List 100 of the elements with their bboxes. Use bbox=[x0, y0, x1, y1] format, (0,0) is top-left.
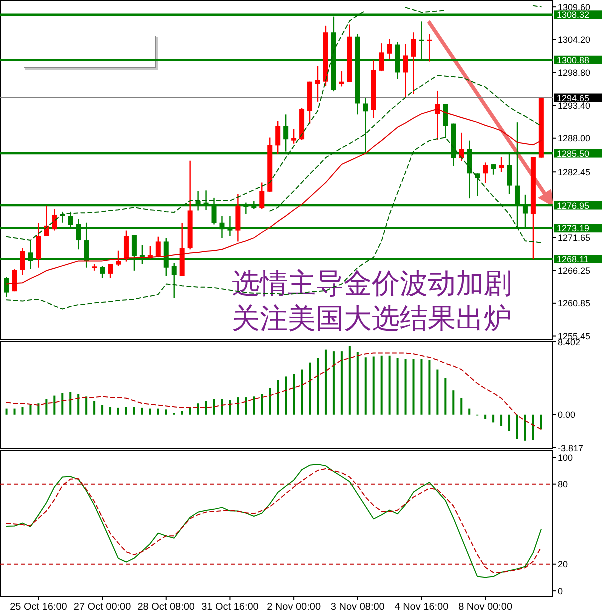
bar bbox=[22, 407, 24, 415]
bar bbox=[46, 399, 48, 415]
y-tick-label: 100 bbox=[558, 452, 574, 463]
bar bbox=[94, 401, 96, 415]
candlestick bbox=[12, 268, 18, 292]
x-tick-label: 28 Oct 08:00 bbox=[138, 602, 196, 613]
candlestick bbox=[156, 236, 161, 258]
bar bbox=[62, 393, 64, 415]
ref-line-label: 1308.32 bbox=[557, 10, 590, 20]
y-tick-label: 1271.65 bbox=[558, 233, 591, 244]
bar bbox=[309, 362, 312, 415]
bar bbox=[460, 398, 463, 415]
candlestick bbox=[20, 248, 26, 276]
bar bbox=[38, 404, 40, 415]
bar bbox=[157, 408, 160, 415]
bar bbox=[532, 414, 534, 440]
bar bbox=[30, 405, 32, 415]
y-tick-label: 1282.45 bbox=[558, 167, 591, 178]
bar bbox=[484, 414, 487, 420]
bar bbox=[141, 408, 144, 415]
candlestick bbox=[108, 264, 114, 279]
bar bbox=[428, 360, 431, 415]
bar bbox=[197, 404, 200, 415]
bar bbox=[189, 408, 192, 415]
y-tick-label: -3.817 bbox=[558, 443, 584, 454]
y-tick-label: 1260.85 bbox=[558, 298, 591, 309]
bar bbox=[149, 408, 152, 415]
bar bbox=[404, 359, 407, 415]
bar bbox=[213, 399, 216, 415]
y-tick-label: 1304.20 bbox=[558, 35, 591, 46]
ref-line-label: 1276.95 bbox=[557, 200, 590, 211]
y-tick-label: 20 bbox=[558, 560, 568, 570]
bar bbox=[253, 396, 256, 415]
candlestick bbox=[100, 265, 106, 279]
bar bbox=[356, 352, 359, 415]
bar bbox=[316, 358, 319, 415]
candlestick bbox=[52, 208, 58, 232]
bar bbox=[516, 414, 518, 440]
bar bbox=[229, 400, 232, 415]
bar bbox=[269, 388, 272, 415]
bar bbox=[324, 350, 327, 415]
candlestick bbox=[36, 222, 42, 268]
bar bbox=[388, 356, 391, 415]
bar bbox=[540, 414, 542, 430]
candlestick bbox=[475, 173, 480, 197]
y-tick-label: 0 bbox=[558, 586, 564, 596]
bar bbox=[508, 414, 511, 432]
y-tick-label: 80 bbox=[558, 480, 568, 490]
candlestick bbox=[260, 182, 265, 210]
bar bbox=[396, 358, 399, 415]
ref-line-label: 1273.19 bbox=[557, 224, 590, 234]
x-tick-label: 4 Nov 16:00 bbox=[394, 602, 450, 613]
candlestick bbox=[411, 32, 416, 95]
x-tick-label: 3 Nov 08:00 bbox=[330, 602, 386, 613]
x-tick-label: 31 Oct 16:00 bbox=[202, 602, 260, 613]
candlestick bbox=[276, 120, 281, 155]
bar bbox=[110, 407, 112, 415]
bar bbox=[420, 359, 423, 415]
bar bbox=[86, 396, 88, 415]
bar bbox=[524, 414, 526, 441]
bar bbox=[500, 414, 503, 426]
bar bbox=[364, 358, 367, 415]
bar bbox=[14, 408, 16, 415]
bar bbox=[348, 346, 351, 415]
bar bbox=[261, 394, 264, 415]
y-tick-label: 1309.60 bbox=[558, 2, 591, 12]
bar bbox=[436, 370, 439, 415]
x-tick-label: 25 Oct 16:00 bbox=[10, 602, 68, 613]
bar bbox=[468, 408, 471, 415]
bar bbox=[293, 374, 296, 415]
x-tick-label: 27 Oct 00:00 bbox=[74, 602, 132, 613]
candlestick bbox=[315, 65, 320, 103]
bar bbox=[6, 408, 8, 415]
bar bbox=[165, 410, 168, 415]
bar bbox=[237, 398, 240, 415]
bar bbox=[54, 396, 56, 415]
x-tick-label: 2 Nov 00:00 bbox=[267, 602, 322, 613]
x-tick-label: 8 Nov 00:00 bbox=[458, 602, 513, 613]
annotation: 关注美国大选结果出炉 bbox=[232, 302, 512, 335]
bar bbox=[221, 399, 224, 415]
candlestick bbox=[44, 205, 50, 237]
bar bbox=[78, 394, 80, 415]
candlestick bbox=[499, 156, 504, 174]
candlestick bbox=[124, 230, 129, 262]
candlestick bbox=[292, 128, 297, 144]
candlestick bbox=[172, 262, 177, 299]
ref-line-label: 1300.88 bbox=[557, 55, 590, 66]
bar bbox=[205, 401, 208, 415]
bar bbox=[444, 378, 447, 415]
bar bbox=[277, 380, 280, 415]
bar bbox=[125, 407, 128, 415]
bar bbox=[285, 376, 288, 415]
bar bbox=[332, 352, 335, 415]
bar bbox=[380, 356, 383, 415]
bar bbox=[181, 411, 184, 415]
line-series bbox=[6, 352, 542, 430]
bar bbox=[133, 407, 136, 415]
y-tick-label: 1288.00 bbox=[558, 134, 591, 144]
candlestick bbox=[443, 104, 448, 139]
candlestick bbox=[491, 164, 496, 176]
